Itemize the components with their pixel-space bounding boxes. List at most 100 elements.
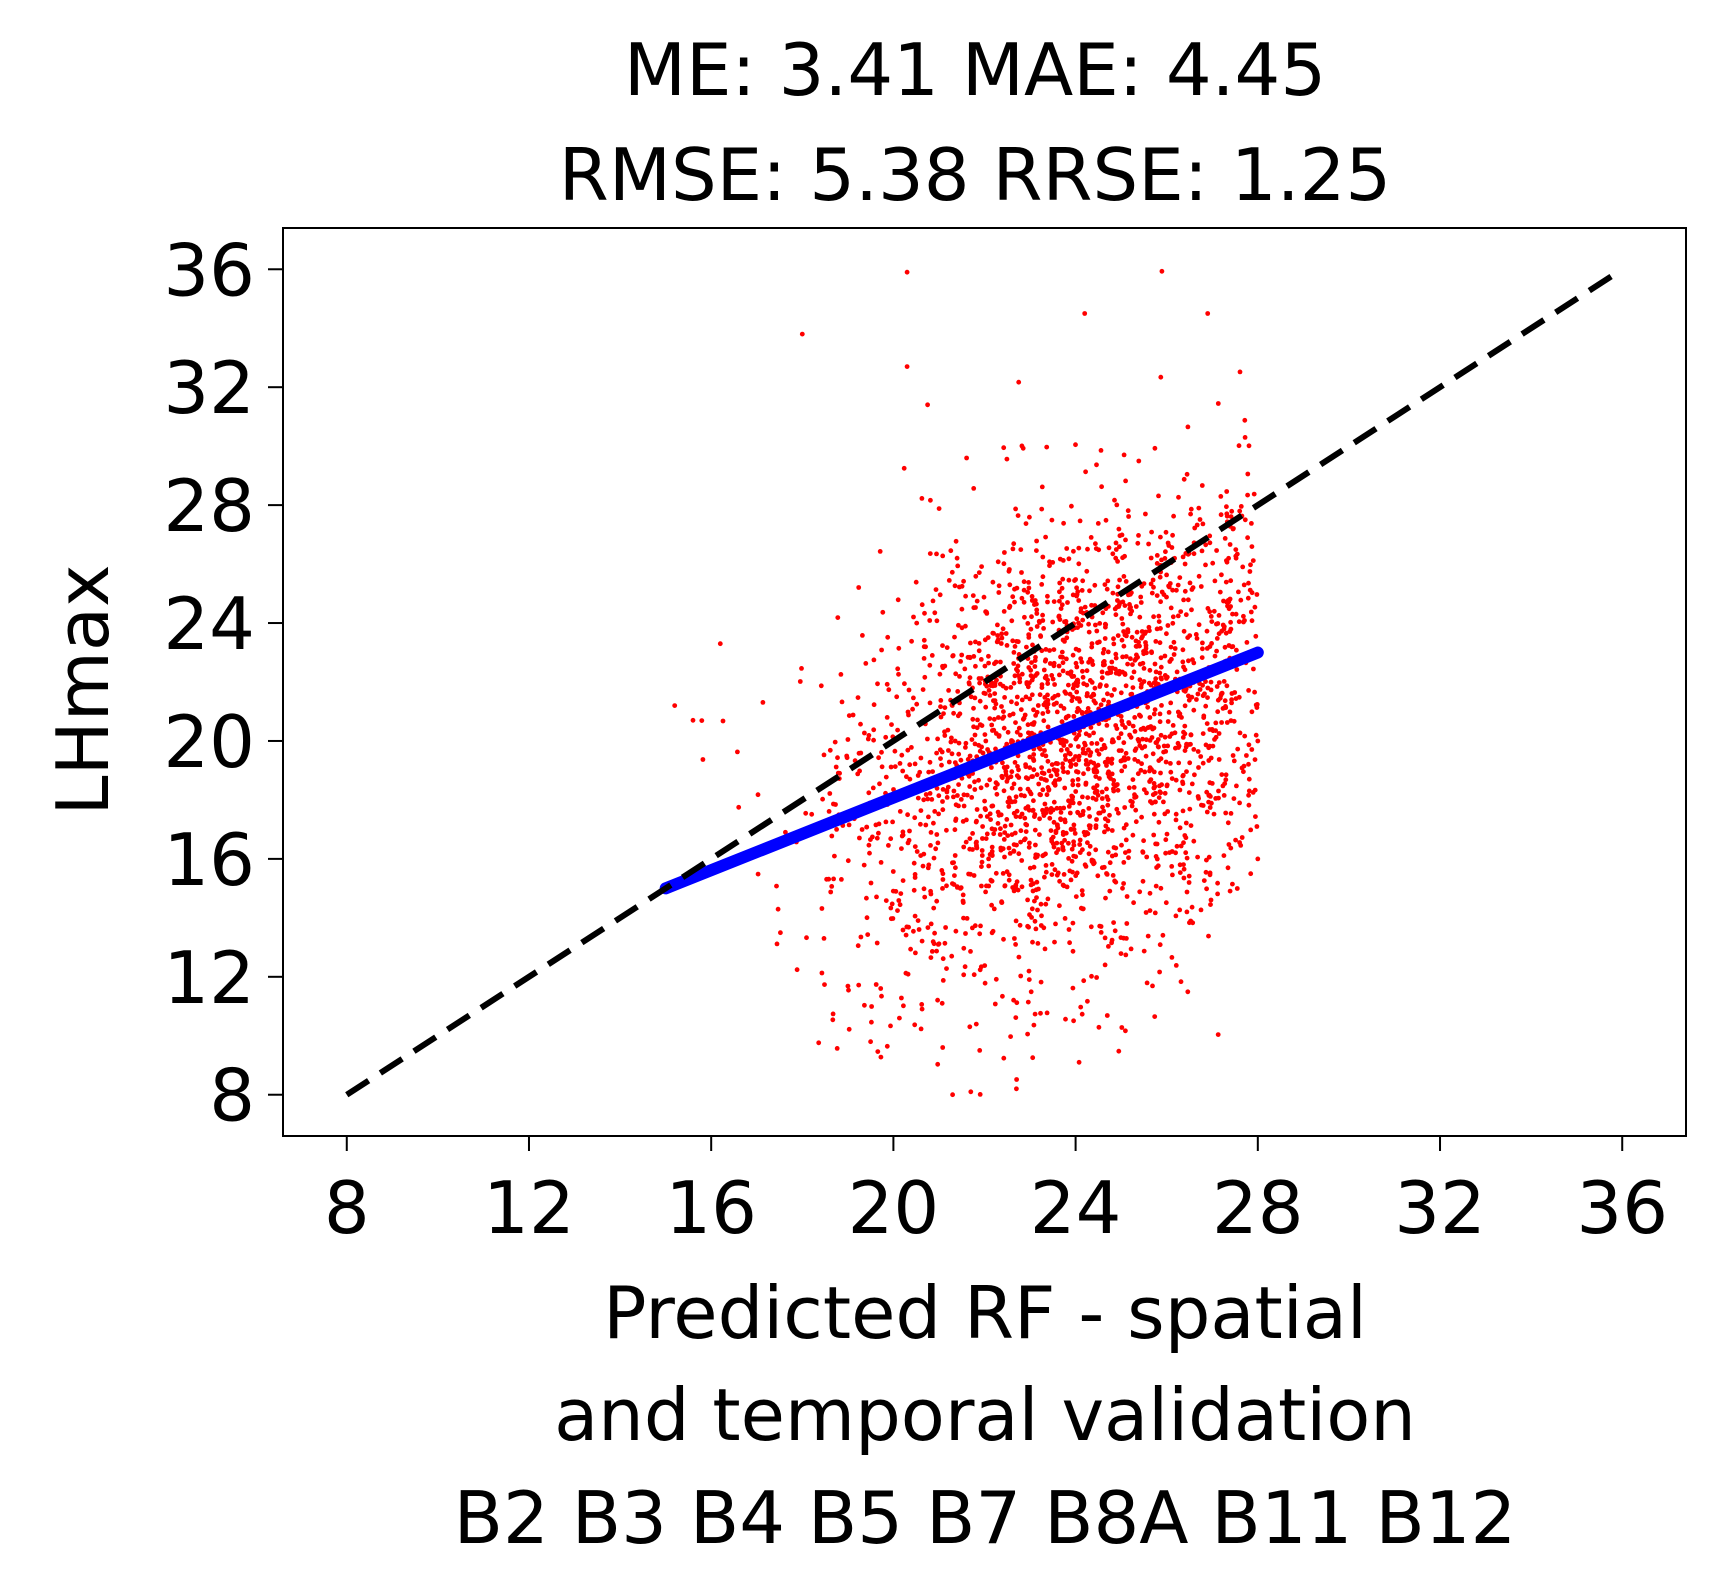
scatter-point (1014, 1077, 1019, 1082)
scatter-point (1140, 736, 1145, 742)
scatter-point (1156, 819, 1162, 825)
scatter-point (925, 865, 931, 871)
scatter-point (1153, 740, 1159, 746)
scatter-point (900, 768, 906, 774)
scatter-point (960, 892, 966, 898)
scatter-point (935, 840, 941, 846)
scatter-point (963, 839, 969, 845)
scatter-point (950, 860, 955, 866)
scatter-point (1152, 784, 1158, 789)
scatter-point (1180, 659, 1186, 665)
scatter-point (1086, 747, 1091, 753)
scatter-point (1076, 757, 1082, 763)
scatter-point (926, 769, 932, 775)
scatter-point (1080, 578, 1086, 584)
scatter-point (989, 844, 995, 850)
scatter-point (1074, 689, 1080, 695)
scatter-point (1091, 730, 1096, 736)
scatter-point (1095, 521, 1101, 526)
scatter-point (1212, 578, 1218, 584)
scatter-point (969, 737, 975, 742)
scatter-point (1242, 618, 1247, 623)
scatter-point (1177, 870, 1183, 875)
scatter-point (1111, 845, 1117, 850)
scatter-point (1119, 768, 1125, 774)
scatter-point (1244, 753, 1249, 758)
scatter-point (1138, 767, 1144, 773)
scatter-point (897, 1015, 902, 1021)
scatter-point (888, 836, 894, 842)
scatter-point (1146, 725, 1152, 730)
scatter-point (928, 888, 933, 894)
scatter-point (818, 683, 824, 689)
scatter-point (1096, 1024, 1102, 1030)
scatter-point (1076, 744, 1081, 749)
scatter-point (1081, 681, 1087, 687)
scatter-point (1198, 754, 1204, 759)
scatter-point (1041, 667, 1047, 673)
scatter-point (934, 948, 939, 954)
scatter-point (999, 631, 1005, 637)
scatter-point (1073, 789, 1079, 794)
scatter-point (988, 877, 994, 883)
scatter-point (1183, 850, 1189, 856)
scatter-point (1149, 800, 1155, 806)
scatter-point (1018, 828, 1024, 834)
scatter-point (1200, 521, 1206, 527)
scatter-point (774, 941, 780, 947)
scatter-point (1051, 647, 1057, 652)
scatter-point (1147, 779, 1152, 784)
scatter-point (1195, 749, 1201, 754)
scatter-point (1141, 838, 1146, 844)
scatter-point (1083, 758, 1089, 763)
scatter-point (1021, 715, 1027, 721)
scatter-point (1080, 906, 1086, 912)
scatter-point (1121, 825, 1127, 831)
scatter-point (1032, 664, 1038, 669)
scatter-point (1173, 850, 1178, 856)
scatter-point (1048, 806, 1054, 811)
scatter-point (1083, 864, 1089, 869)
scatter-point (928, 921, 934, 927)
scatter-point (1035, 907, 1040, 913)
scatter-point (905, 840, 911, 846)
scatter-point (1010, 594, 1016, 600)
scatter-point (899, 752, 905, 758)
scatter-point (1066, 750, 1072, 756)
scatter-point (927, 662, 933, 668)
scatter-point (1004, 643, 1010, 648)
scatter-point (1248, 827, 1254, 833)
scatter-point (1166, 543, 1172, 548)
scatter-point (1184, 769, 1189, 774)
scatter-point (1087, 843, 1093, 849)
scatter-point (1224, 504, 1229, 510)
scatter-point (778, 930, 783, 936)
scatter-point (774, 883, 779, 889)
scatter-point (956, 622, 961, 628)
scatter-point (912, 1022, 918, 1028)
scatter-point (1219, 572, 1224, 578)
scatter-point (940, 553, 946, 559)
scatter-point (1184, 889, 1190, 895)
scatter-point (1216, 757, 1222, 762)
scatter-point (1163, 549, 1168, 555)
scatter-point (822, 982, 827, 987)
scatter-point (1180, 781, 1186, 787)
scatter-point (856, 982, 862, 988)
scatter-point (858, 934, 864, 940)
scatter-point (1039, 582, 1045, 587)
scatter-point (1188, 732, 1194, 738)
scatter-point (980, 750, 986, 756)
scatter-point (1206, 799, 1211, 805)
scatter-point (1009, 769, 1015, 775)
scatter-point (1242, 417, 1248, 423)
scatter-point (1048, 809, 1053, 815)
scatter-point (1083, 469, 1088, 475)
scatter-point (979, 848, 985, 853)
scatter-point (1109, 760, 1115, 766)
scatter-point (1157, 574, 1163, 580)
scatter-point (904, 269, 910, 275)
scatter-point (1027, 865, 1033, 871)
scatter-point (993, 870, 999, 876)
scatter-point (1115, 584, 1121, 590)
